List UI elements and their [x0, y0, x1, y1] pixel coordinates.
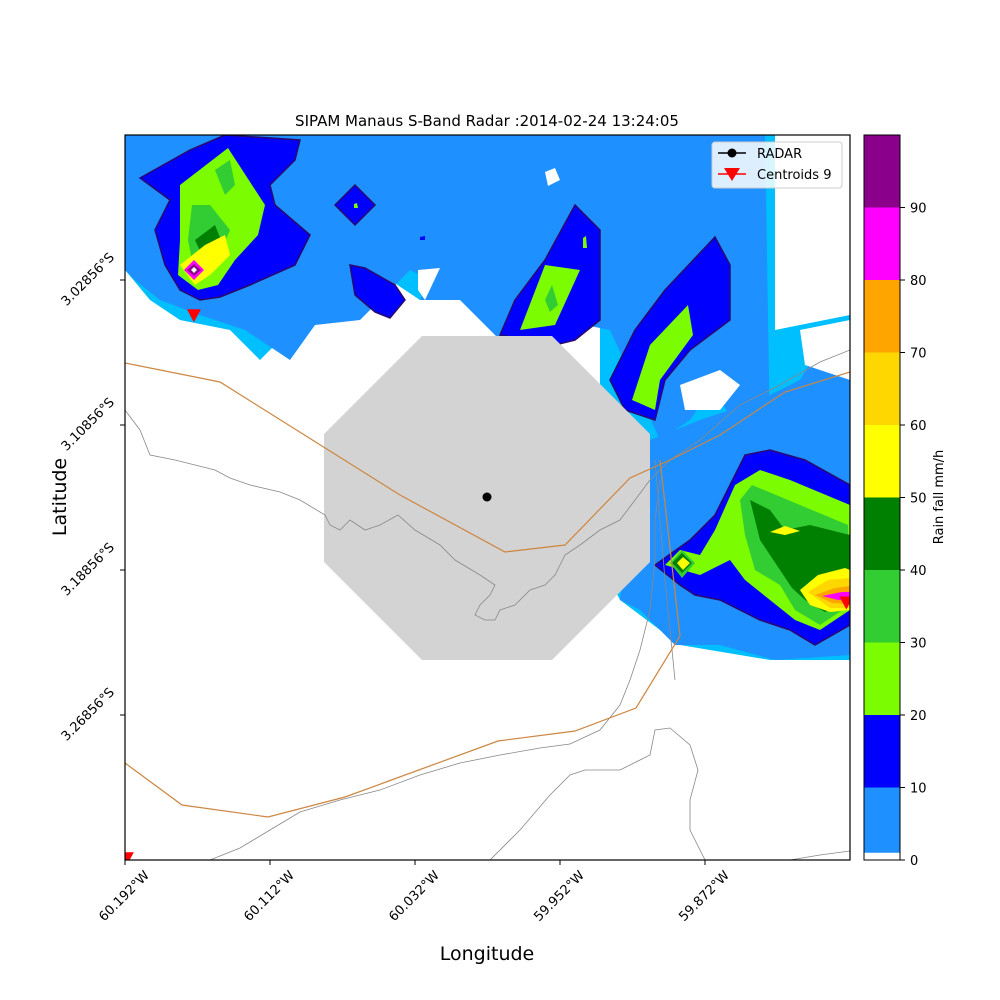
rain-region-30-40-nw-top — [215, 160, 235, 195]
y-tick-label: 3.26856°S — [59, 685, 118, 744]
centroid-markers — [125, 309, 850, 860]
colorbar-tick-label: 50 — [910, 492, 927, 507]
colorbar: 0 10 20 30 40 50 60 70 80 90 Rain fall mm/h — [863, 134, 947, 869]
legend-radar-marker — [727, 148, 737, 158]
colorbar-tick-label: 70 — [910, 347, 927, 362]
colorbar-level-0 — [864, 852, 900, 860]
gap-north-white — [545, 168, 560, 186]
colorbar-tick-label: 40 — [910, 564, 927, 579]
colorbar-label: Rain fall mm/h — [932, 450, 947, 545]
colorbar-level-5 — [864, 497, 900, 570]
legend-entry-centroids: Centroids 9 — [718, 168, 831, 183]
rain-region-10-20-mid — [349, 264, 406, 319]
colorbar-tick-label: 80 — [910, 274, 927, 289]
x-tick-label: 60.192°W — [96, 868, 153, 925]
colorbar-level-3 — [864, 642, 900, 715]
rain-region-1-10-northwest — [125, 135, 770, 440]
colorbar-level-7 — [864, 352, 900, 425]
river-line-corner — [789, 850, 850, 860]
rain-region-30-40-north — [545, 285, 558, 312]
river-line-southeast — [489, 727, 706, 860]
centroid-marker-3 — [125, 852, 134, 860]
x-tick-label: 60.032°W — [386, 868, 443, 925]
colorbar-level-8 — [864, 280, 900, 353]
x-axis-label: Longitude — [440, 943, 535, 965]
river-line-north — [125, 349, 850, 621]
y-tick-label: 3.02856°S — [59, 250, 118, 309]
rain-region-20-30-east — [632, 305, 693, 410]
x-tick-label: 59.952°W — [531, 868, 588, 925]
y-tick-label: 3.18856°S — [59, 540, 118, 599]
colorbar-level-10 — [864, 135, 900, 208]
gap-center-white — [418, 268, 440, 300]
river-line-south — [209, 479, 661, 860]
centroid-marker-2 — [839, 596, 850, 610]
boundary-line-south — [125, 459, 681, 818]
legend-entry-radar: RADAR — [718, 147, 802, 162]
x-axis: 60.192°W 60.112°W 60.032°W 59.952°W 59.8… — [96, 860, 733, 925]
chart-title: SIPAM Manaus S-Band Radar :2014-02-24 13… — [295, 112, 679, 130]
river-line-east-channel — [654, 459, 676, 681]
rain-spot-small-nw — [354, 203, 358, 208]
colorbar-level-1 — [864, 787, 900, 853]
gap-east-white — [680, 370, 740, 410]
legend: RADAR Centroids 9 — [711, 141, 843, 189]
x-tick-label: 60.112°W — [241, 868, 298, 925]
legend-centroid-marker — [724, 168, 740, 181]
boundary-line — [125, 362, 850, 553]
colorbar-tick-label: 60 — [910, 419, 927, 434]
colorbar-level-2 — [864, 715, 900, 788]
y-tick-label: 3.10856°S — [59, 395, 118, 454]
colorbar-level-9 — [864, 207, 900, 280]
rain-region-50-60-se-small — [677, 557, 690, 570]
rain-region-50-60-se-bar — [770, 526, 800, 535]
colorbar-levels — [864, 135, 900, 860]
colorbar-ticks: 0 10 20 30 40 50 60 70 80 90 — [900, 202, 927, 869]
colorbar-tick-label: 0 — [910, 854, 918, 869]
colorbar-level-6 — [864, 425, 900, 498]
plot-frame — [124, 134, 851, 861]
colorbar-tick-label: 30 — [910, 637, 927, 652]
colorbar-tick-label: 10 — [910, 782, 927, 797]
gap-far-east-white — [800, 320, 850, 380]
rain-region-80-90-nw-core — [191, 267, 197, 273]
rain-spot-tiny — [420, 236, 425, 240]
radar-marker — [482, 492, 492, 502]
colorbar-tick-label: 20 — [910, 709, 927, 724]
legend-label-radar: RADAR — [757, 147, 802, 162]
map-area — [125, 135, 850, 860]
rain-spot-north — [583, 236, 587, 248]
legend-label-centroids: Centroids 9 — [757, 168, 831, 183]
centroid-marker-1 — [186, 309, 201, 323]
colorbar-tick-label: 90 — [910, 202, 927, 217]
y-axis-label: Latitude — [49, 458, 71, 536]
colorbar-level-4 — [864, 570, 900, 643]
x-tick-label: 59.872°W — [676, 868, 733, 925]
